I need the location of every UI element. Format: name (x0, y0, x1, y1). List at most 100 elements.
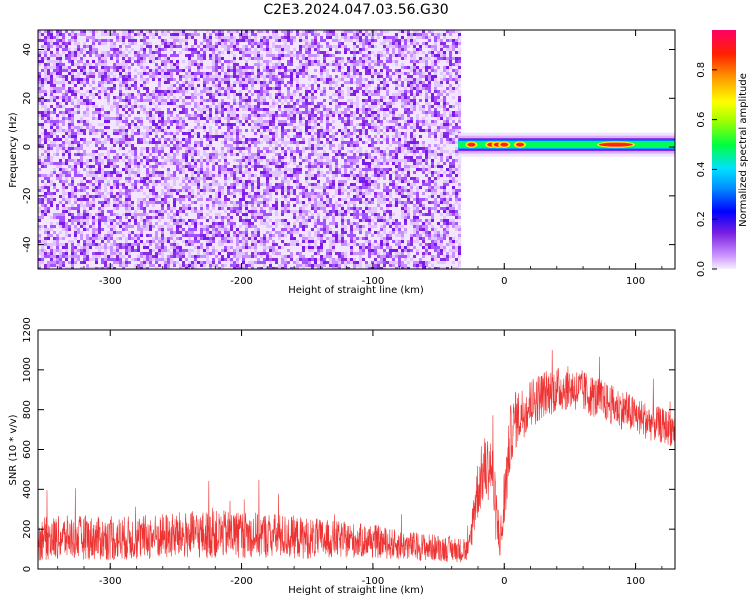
heatmap-cell (104, 45, 107, 48)
heatmap-cell (275, 33, 278, 36)
heatmap-cell (281, 108, 284, 111)
heatmap-cell (206, 99, 209, 102)
heatmap-cell (320, 81, 323, 84)
heatmap-cell (302, 123, 305, 126)
heatmap-cell (155, 105, 158, 108)
heatmap-cell (167, 39, 170, 42)
heatmap-cell (212, 78, 215, 81)
heatmap-cell (41, 126, 44, 129)
heatmap-cell (248, 45, 251, 48)
heatmap-cell (377, 84, 380, 88)
heatmap-cell (218, 111, 221, 114)
heatmap-cell (194, 129, 197, 132)
heatmap-cell (227, 57, 230, 60)
heatmap-cell (191, 60, 194, 63)
heatmap-cell (416, 66, 419, 69)
heatmap-cell (44, 75, 47, 78)
heatmap-cell (89, 117, 92, 120)
heatmap-cell (170, 48, 173, 51)
heatmap-cell (113, 54, 116, 57)
heatmap-cell (209, 81, 212, 84)
heatmap-cell (362, 51, 365, 54)
heatmap-cell (452, 57, 455, 60)
heatmap-cell (290, 99, 293, 102)
heatmap-cell (254, 39, 257, 42)
heatmap-cell (173, 30, 176, 33)
heatmap-cell (326, 105, 329, 108)
heatmap-cell (140, 78, 143, 81)
heatmap-cell (104, 36, 107, 39)
heatmap-cell (392, 123, 395, 126)
heatmap-cell (416, 36, 419, 39)
heatmap-cell (305, 63, 308, 66)
heatmap-cell (53, 30, 56, 33)
heatmap-cell (167, 69, 170, 72)
heatmap-cell (203, 117, 206, 120)
heatmap-cell (41, 33, 44, 37)
heatmap-cell (398, 108, 401, 111)
heatmap-cell (65, 105, 68, 108)
heatmap-cell (335, 45, 338, 48)
heatmap-cell (269, 90, 272, 93)
heatmap-cell (155, 90, 158, 93)
heatmap-cell (452, 33, 455, 36)
heatmap-cell (305, 36, 308, 40)
heatmap-cell (422, 132, 425, 135)
heatmap-cell (125, 60, 128, 63)
heatmap-cell (386, 114, 389, 117)
heatmap-cell (185, 126, 188, 129)
heatmap-cell (263, 57, 266, 60)
heatmap-cell (122, 57, 125, 61)
heatmap-cell (194, 51, 197, 55)
heatmap-cell (146, 99, 149, 102)
heatmap-cell (38, 51, 41, 54)
heatmap-cell (263, 81, 266, 86)
heatmap-cell (95, 78, 98, 81)
heatmap-cell (290, 72, 293, 77)
heatmap-cell (59, 90, 62, 93)
heatmap-cell (341, 72, 344, 75)
heatmap-cell (296, 132, 299, 135)
heatmap-cell (374, 117, 377, 120)
heatmap-cell (437, 45, 440, 48)
heatmap-cell (248, 129, 251, 132)
heatmap-cell (158, 108, 161, 111)
heatmap-cell (413, 42, 416, 45)
heatmap-cell (185, 39, 188, 42)
heatmap-cell (47, 102, 50, 105)
heatmap-cell (116, 99, 119, 102)
heatmap-cell (83, 39, 86, 42)
heatmap-cell (110, 51, 113, 54)
heatmap-cell (119, 96, 122, 99)
heatmap-cell (203, 30, 206, 33)
heatmap-cell (179, 45, 182, 48)
heatmap-cell (407, 90, 410, 93)
heatmap-cell (149, 78, 152, 81)
heatmap-cell (206, 93, 209, 96)
heatmap-cell (206, 33, 209, 36)
heatmap-cell (401, 72, 404, 75)
heatmap-cell (275, 96, 278, 99)
heatmap-cell (110, 69, 113, 72)
heatmap-cell (434, 129, 437, 132)
heatmap-cell (227, 111, 230, 114)
heatmap-cell (164, 33, 167, 36)
heatmap-cell (233, 39, 236, 42)
heatmap-cell (254, 36, 257, 39)
heatmap-cell (86, 60, 89, 65)
heatmap-cell (422, 111, 425, 114)
heatmap-cell (245, 75, 248, 78)
heatmap-cell (176, 135, 179, 138)
heatmap-cell (389, 126, 392, 129)
heatmap-cell (314, 78, 317, 81)
heatmap-cell (209, 66, 212, 69)
heatmap-cell (443, 108, 446, 111)
heatmap-cell (320, 51, 323, 56)
heatmap-cell (233, 60, 236, 63)
heatmap-cell (341, 48, 344, 51)
heatmap-cell (416, 99, 419, 102)
heatmap-cell (314, 117, 317, 120)
heatmap-cell (329, 129, 332, 132)
heatmap-cell (251, 99, 254, 102)
heatmap-cell (62, 78, 65, 81)
